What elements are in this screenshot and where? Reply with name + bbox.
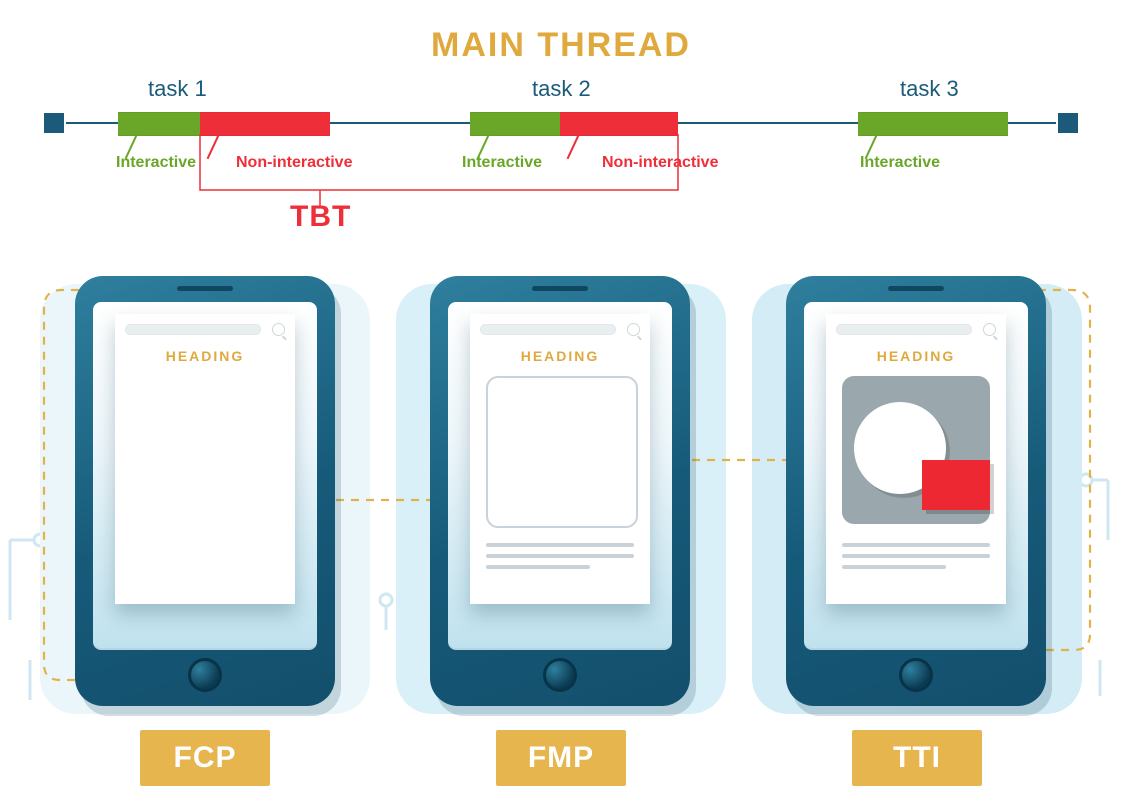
phone-3: HEADING [786, 276, 1046, 706]
page-card: HEADING [115, 314, 295, 604]
page-card: HEADING [470, 314, 650, 604]
phone-speaker [177, 286, 233, 291]
phone-screen: HEADING [93, 302, 317, 650]
phone-home-button [899, 658, 933, 692]
phone-speaker [532, 286, 588, 291]
text-line [842, 554, 990, 558]
text-line [486, 554, 634, 558]
phone-screen: HEADING [448, 302, 672, 650]
image-placeholder-frame [486, 376, 638, 528]
address-bar [480, 324, 616, 335]
text-lines [486, 536, 634, 569]
metric-badge-fcp: FCP [140, 730, 270, 786]
text-line [842, 565, 946, 569]
text-line [486, 543, 634, 547]
page-heading: HEADING [470, 348, 650, 364]
search-icon [272, 323, 285, 336]
metric-badge-tti: TTI [852, 730, 982, 786]
text-line [842, 543, 990, 547]
search-icon [627, 323, 640, 336]
phone-1: HEADING [75, 276, 335, 706]
address-bar [836, 324, 972, 335]
metric-badge-fmp: FMP [496, 730, 626, 786]
text-line [486, 565, 590, 569]
phone-home-button [543, 658, 577, 692]
search-icon [983, 323, 996, 336]
phone-home-button [188, 658, 222, 692]
text-lines [842, 536, 990, 569]
page-card: HEADING [826, 314, 1006, 604]
phone-2: HEADING [430, 276, 690, 706]
page-heading: HEADING [826, 348, 1006, 364]
phone-speaker [888, 286, 944, 291]
image-red-block [922, 460, 990, 510]
address-bar [125, 324, 261, 335]
page-heading: HEADING [115, 348, 295, 364]
phone-screen: HEADING [804, 302, 1028, 650]
